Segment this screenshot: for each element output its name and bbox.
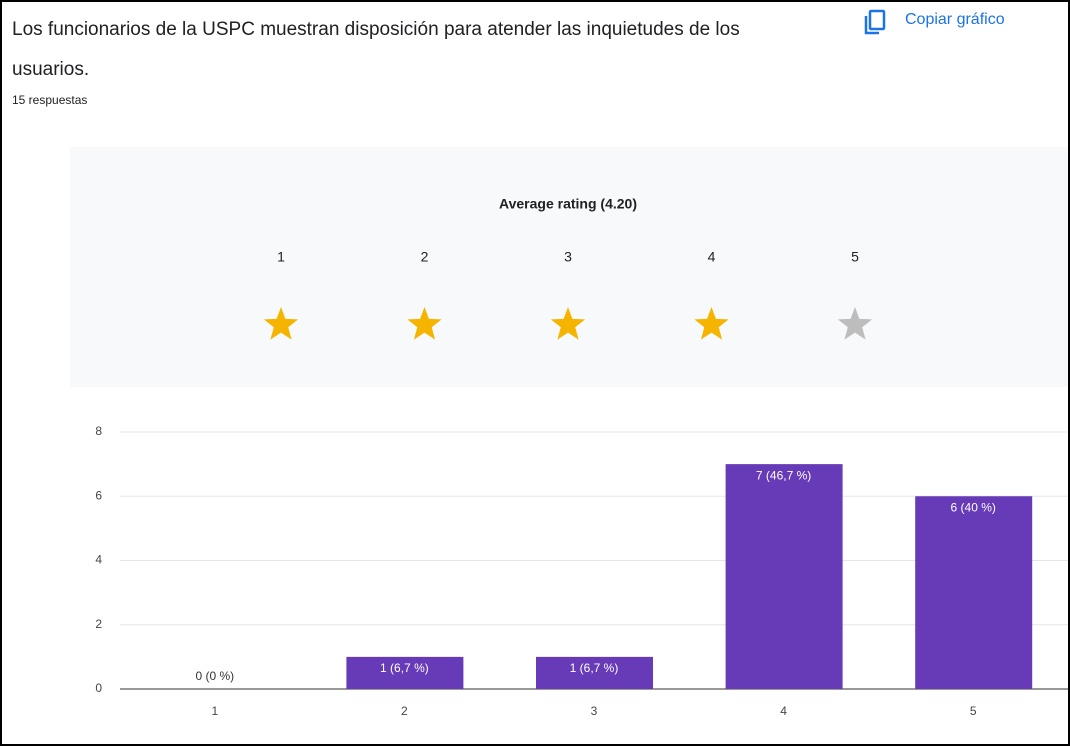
star-label: 5 [851,249,859,265]
bar [725,464,843,689]
star [694,307,729,340]
bar [346,656,464,689]
bar [536,656,653,689]
star [837,307,873,340]
bar [915,496,1033,689]
data-label: 7 (46,7 %) [756,468,811,482]
y-tick-label: 2 [95,617,102,631]
star-label: 1 [277,249,285,265]
data-label: 6 (40 %) [951,500,996,514]
response-count: 15 respuestas [12,93,88,107]
data-label: 0 (0 %) [195,669,234,683]
star-label: 3 [564,249,572,265]
copy-icon[interactable] [862,8,892,38]
x-tick-label: 4 [780,704,787,718]
star [263,307,299,340]
copy-button[interactable]: Copiar gráfico [905,11,1005,28]
rating-title: Average rating (4.20) [499,196,637,212]
x-tick-label: 3 [591,704,598,718]
star [407,307,442,340]
y-tick-label: 4 [95,553,102,567]
y-tick-label: 8 [95,424,102,438]
star-label: 2 [421,249,429,265]
star [550,307,586,340]
rating-panel [70,147,1068,387]
star-label: 4 [708,249,716,265]
x-tick-label: 2 [401,704,408,718]
x-tick-label: 1 [211,704,218,718]
data-label: 1 (6,7 %) [380,661,429,675]
y-tick-label: 6 [95,488,102,502]
question-title: Los funcionarios de la USPC muestran dis… [12,19,740,80]
x-tick-label: 5 [970,704,977,718]
y-tick-label: 0 [95,681,102,695]
data-label: 1 (6,7 %) [570,661,619,675]
